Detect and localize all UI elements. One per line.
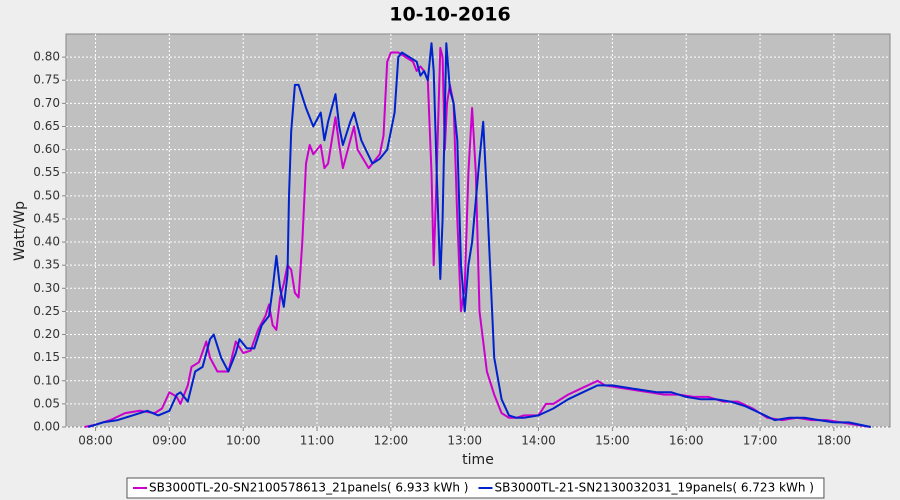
legend-box xyxy=(126,477,825,499)
y-tick-label: 0.30 xyxy=(33,281,60,295)
y-tick-label: 0.70 xyxy=(33,96,60,110)
legend-label: SB3000TL-21-SN2130032031_19panels( 6.723… xyxy=(494,481,813,495)
y-tick-label: 0.40 xyxy=(33,235,60,249)
x-tick-label: 14:00 xyxy=(521,434,556,448)
x-tick-label: 13:00 xyxy=(447,434,482,448)
y-axis-label: Watt/Wp xyxy=(12,201,28,261)
y-tick-label: 0.20 xyxy=(33,327,60,341)
y-tick-label: 0.10 xyxy=(33,373,60,387)
y-tick-label: 0.60 xyxy=(33,142,60,156)
y-tick-label: 0.15 xyxy=(33,350,60,364)
y-tick-label: 0.80 xyxy=(33,50,60,64)
plot-area: 0.00 0.05 0.10 0.15 0.20 0.25 0.30 0.35 0.40 0.45… xyxy=(33,33,891,448)
chart-title: 10-10-2016 xyxy=(389,4,511,26)
y-tick-label: 0.50 xyxy=(33,188,60,202)
y-tick-label: 0.35 xyxy=(33,258,60,272)
x-tick-label: 09:00 xyxy=(152,434,187,448)
x-tick-label: 08:00 xyxy=(78,434,113,448)
series-line xyxy=(84,46,871,428)
y-tick-label: 0.05 xyxy=(33,396,60,410)
y-tick-label: 0.55 xyxy=(33,165,60,179)
x-tick-label: 16:00 xyxy=(669,434,704,448)
x-tick-label: 11:00 xyxy=(300,434,335,448)
x-tick-label: 18:00 xyxy=(817,434,852,448)
x-tick-label: 10:00 xyxy=(226,434,261,448)
series-line xyxy=(87,42,872,428)
y-tick-label: 0.75 xyxy=(33,73,60,87)
x-tick-label: 17:00 xyxy=(743,434,778,448)
x-tick-label: 12:00 xyxy=(374,434,409,448)
x-axis-label: time xyxy=(462,452,494,468)
x-tick-label: 15:00 xyxy=(595,434,630,448)
y-tick-label: 0.00 xyxy=(33,420,60,434)
legend-label: SB3000TL-20-SN2100578613_21panels( 6.933… xyxy=(149,481,468,495)
y-tick-label: 0.45 xyxy=(33,211,60,225)
y-tick-label: 0.65 xyxy=(33,119,60,133)
y-tick-label: 0.25 xyxy=(33,304,60,318)
legend: SB3000TL-20-SN2100578613_21panels( 6.933… xyxy=(126,477,825,499)
